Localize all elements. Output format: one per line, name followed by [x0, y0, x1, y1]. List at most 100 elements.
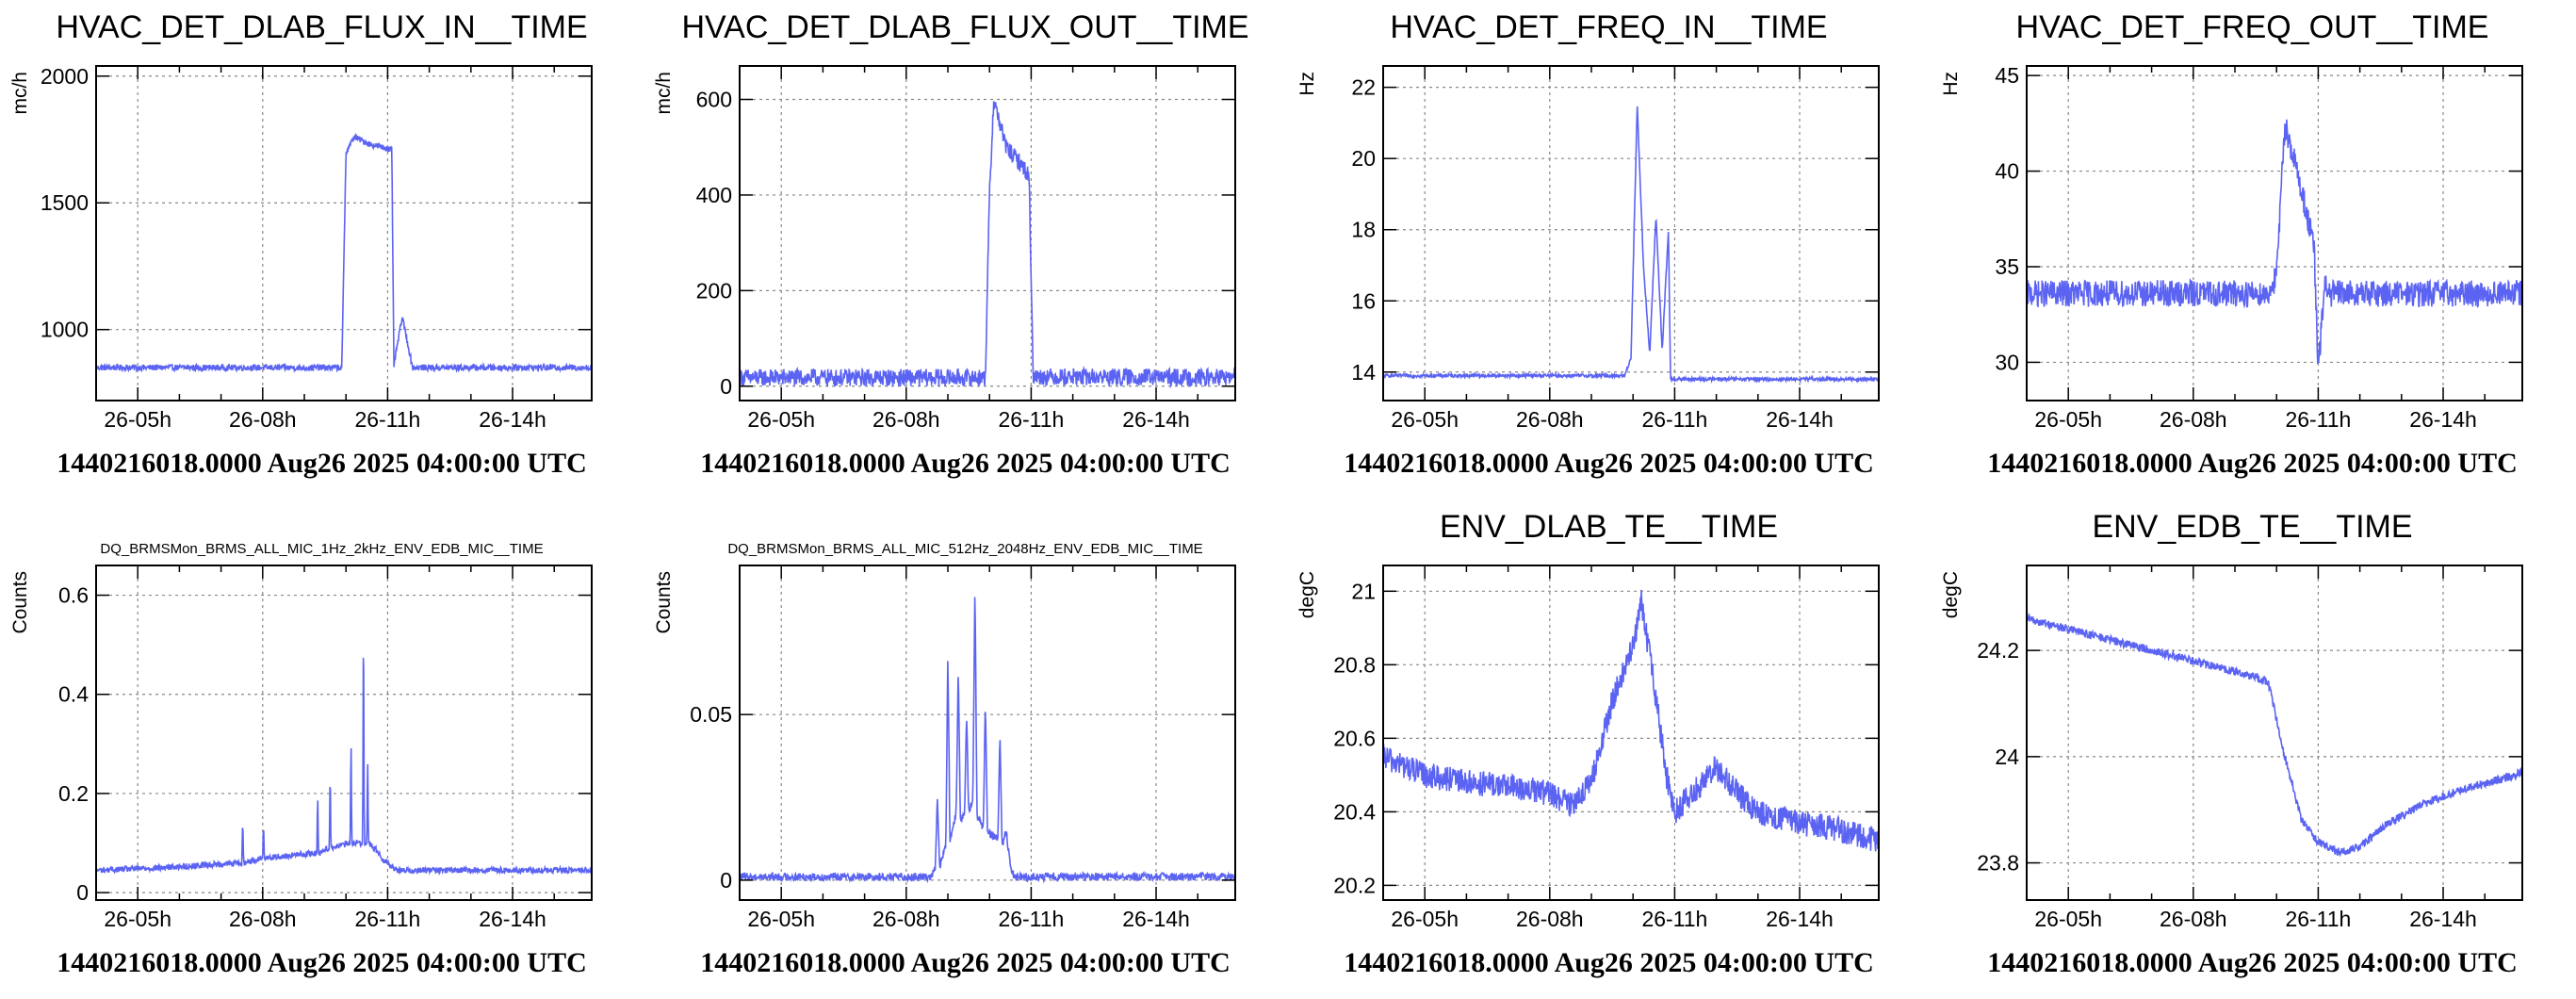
x-tick-label: 26-14h: [1122, 407, 1190, 432]
x-tick-label: 26-08h: [229, 907, 297, 931]
chart-title: HVAC_DET_FREQ_OUT__TIME: [2015, 9, 2489, 45]
plot-frame: [1382, 565, 1880, 901]
y-tick-label: 2000: [41, 64, 89, 89]
y-tick-label: 200: [696, 278, 732, 303]
y-tick-label: 0.4: [58, 682, 89, 707]
x-tick-label: 26-08h: [872, 907, 940, 931]
timestamp-label: 1440216018.0000 Aug26 2025 04:00:00 UTC: [1344, 947, 1874, 978]
x-tick-label: 26-11h: [998, 907, 1064, 931]
plot-frame: [95, 565, 593, 901]
y-tick-label: 30: [1995, 350, 2019, 374]
chart-svg: 26-05h 26-08h 26-11h 26-14h 0 0.2 0.4 0.6 Counts: [9, 565, 593, 931]
y-tick-label: 0.2: [58, 781, 89, 806]
y-tick-label: 0: [720, 868, 732, 893]
timestamp-label: 1440216018.0000 Aug26 2025 04:00:00 UTC: [1344, 448, 1874, 479]
chart-svg: 26-05h 26-08h 26-11h 26-14h 1000 1500 2000 mc/h: [9, 64, 593, 432]
x-tick-label: 26-11h: [2285, 407, 2351, 432]
x-tick-label: 26-14h: [479, 907, 546, 931]
y-tick-label: 40: [1995, 159, 2019, 184]
y-tick-label: 22: [1351, 75, 1376, 100]
chart-panel: DQ_BRMSMon_BRMS_ALL_MIC_512Hz_2048Hz_ENV…: [644, 500, 1287, 999]
x-tick-label: 26-08h: [1516, 907, 1584, 931]
x-tick-label: 26-05h: [747, 407, 815, 432]
timestamp-label: 1440216018.0000 Aug26 2025 04:00:00 UTC: [700, 947, 1231, 978]
y-tick-label: 35: [1995, 254, 2019, 279]
x-tick-label: 26-05h: [1391, 407, 1459, 432]
plot-frame: [2026, 565, 2523, 901]
y-tick-label: 45: [1995, 63, 2019, 88]
chart-title: HVAC_DET_FREQ_IN__TIME: [1390, 9, 1828, 45]
y-axis-label: mc/h: [9, 72, 31, 115]
series-line: [2027, 613, 2522, 858]
y-tick-label: 20: [1351, 146, 1376, 171]
y-tick-label: 20.4: [1333, 799, 1376, 824]
y-tick-label: 23.8: [1977, 851, 2019, 876]
chart-title: ENV_DLAB_TE__TIME: [1439, 509, 1779, 545]
chart-title: HVAC_DET_DLAB_FLUX_IN__TIME: [56, 9, 588, 45]
chart-panel: ENV_DLAB_TE__TIME 1440216018.0000 Aug26 2…: [1287, 500, 1931, 999]
chart-svg: 26-05h 26-08h 26-11h 26-14h 20.2 20.4 20.6 20.8…: [1296, 565, 1880, 931]
x-tick-label: 26-05h: [2034, 907, 2102, 931]
chart-panel: HVAC_DET_FREQ_OUT__TIME 1440216018.0000 A…: [1931, 0, 2574, 500]
y-tick-label: 14: [1351, 360, 1376, 385]
chart-title: ENV_EDB_TE__TIME: [2092, 509, 2413, 545]
series-line: [2027, 119, 2522, 365]
timestamp-label: 1440216018.0000 Aug26 2025 04:00:00 UTC: [57, 448, 587, 479]
x-tick-label: 26-11h: [1641, 907, 1707, 931]
series-line: [96, 132, 592, 373]
chart-panel: HVAC_DET_DLAB_FLUX_IN__TIME 1440216018.00…: [0, 0, 644, 500]
x-tick-label: 26-08h: [2160, 407, 2227, 432]
x-tick-label: 26-14h: [1766, 407, 1834, 432]
x-tick-label: 26-11h: [2285, 907, 2351, 931]
x-tick-label: 26-14h: [1122, 907, 1190, 931]
y-axis-label: Counts: [9, 571, 31, 634]
chart-panel: HVAC_DET_FREQ_IN__TIME 1440216018.0000 Au…: [1287, 0, 1931, 500]
y-tick-label: 24: [1995, 745, 2019, 769]
plot-frame: [739, 65, 1236, 401]
y-axis-label: degC: [1940, 571, 1962, 618]
x-tick-label: 26-05h: [2034, 407, 2102, 432]
y-tick-label: 20.8: [1333, 652, 1376, 677]
series-line: [96, 657, 592, 876]
x-tick-label: 26-05h: [104, 907, 171, 931]
y-tick-label: 1500: [41, 190, 89, 215]
y-tick-label: 0.6: [58, 583, 89, 608]
y-axis-label: Hz: [1940, 72, 1962, 96]
x-tick-label: 26-14h: [479, 407, 546, 432]
chart-title: HVAC_DET_DLAB_FLUX_OUT__TIME: [681, 9, 1249, 45]
timestamp-label: 1440216018.0000 Aug26 2025 04:00:00 UTC: [700, 448, 1231, 479]
y-tick-label: 16: [1351, 288, 1376, 313]
x-tick-label: 26-11h: [354, 907, 420, 931]
chart-svg: 26-05h 26-08h 26-11h 26-14h 23.8 24 24.2 degC: [1940, 565, 2523, 931]
x-tick-label: 26-14h: [2409, 407, 2477, 432]
y-tick-label: 400: [696, 183, 732, 207]
chart-title: DQ_BRMSMon_BRMS_ALL_MIC_1Hz_2kHz_ENV_EDB…: [100, 541, 544, 557]
y-tick-label: 600: [696, 88, 732, 112]
y-axis-label: Hz: [1296, 72, 1318, 96]
chart-panel: HVAC_DET_DLAB_FLUX_OUT__TIME 1440216018.0…: [644, 0, 1287, 500]
plot-frame: [95, 65, 593, 401]
x-tick-label: 26-08h: [1516, 407, 1584, 432]
series-line: [740, 597, 1235, 884]
y-tick-label: 18: [1351, 218, 1376, 242]
series-line: [1383, 106, 1879, 385]
chart-svg: 26-05h 26-08h 26-11h 26-14h 30 35 40 45 Hz: [1940, 63, 2523, 432]
x-tick-label: 26-11h: [998, 407, 1064, 432]
chart-svg: 26-05h 26-08h 26-11h 26-14h 0 200 400 600 mc/h: [653, 65, 1236, 432]
y-tick-label: 0: [76, 880, 89, 905]
x-tick-label: 26-14h: [2409, 907, 2477, 931]
y-tick-label: 0: [720, 374, 732, 399]
y-axis-label: Counts: [653, 571, 675, 634]
chart-svg: 26-05h 26-08h 26-11h 26-14h 0 0.05 Counts: [653, 565, 1236, 931]
y-tick-label: 0.05: [690, 702, 732, 727]
plot-frame: [1382, 65, 1880, 401]
x-tick-label: 26-11h: [354, 407, 420, 432]
y-tick-label: 24.2: [1977, 638, 2019, 663]
plot-frame: [739, 565, 1236, 901]
chart-panel: DQ_BRMSMon_BRMS_ALL_MIC_1Hz_2kHz_ENV_EDB…: [0, 500, 644, 999]
x-tick-label: 26-08h: [872, 407, 940, 432]
chart-panel: ENV_EDB_TE__TIME 1440216018.0000 Aug26 20…: [1931, 500, 2574, 999]
x-tick-label: 26-08h: [2160, 907, 2227, 931]
timestamp-label: 1440216018.0000 Aug26 2025 04:00:00 UTC: [57, 947, 587, 978]
